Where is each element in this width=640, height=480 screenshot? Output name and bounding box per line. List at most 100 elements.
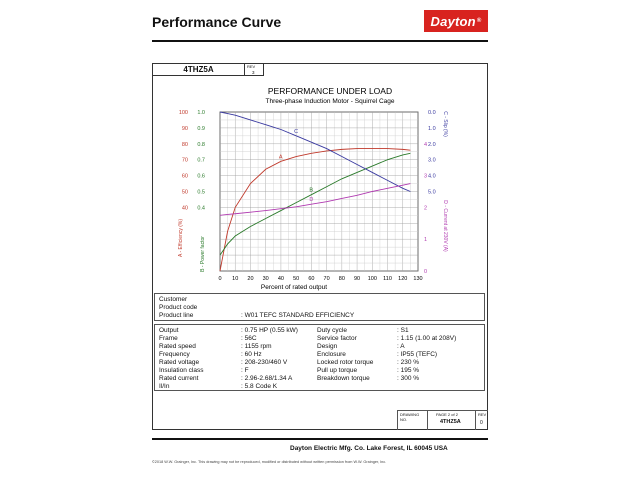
slip-tick-label: 4.0 xyxy=(428,174,436,180)
model-rev-value: 3 xyxy=(252,70,255,75)
efficiency-tick-label: 40 xyxy=(182,205,188,211)
spec-right-label: Service factor xyxy=(317,335,357,342)
slip-tick-label: 2.0 xyxy=(428,142,436,148)
spec-right-value: : IP55 (TEFC) xyxy=(397,351,438,358)
customer-box: Customer Product code Product line : W01 TE… xyxy=(154,293,485,321)
power-factor-tick-label: 0.5 xyxy=(197,190,205,196)
spec-left-value: : 56C xyxy=(241,335,257,342)
current-tick-label: 0 xyxy=(424,269,427,275)
power-factor-tick-label: 0.9 xyxy=(197,126,205,132)
right-axis-slip-label: C - Slip (%) xyxy=(442,111,448,137)
spec-right-value: : 230 % xyxy=(397,359,420,366)
header-rule xyxy=(152,40,488,42)
left-axis-power-factor-label: B - Power factor xyxy=(200,236,206,272)
performance-chart: PERFORMANCE UNDER LOAD Three-phase Induc… xyxy=(178,86,448,291)
footer-address: Dayton Electric Mfg. Co. Lake Forest, IL… xyxy=(290,445,448,452)
spec-left-label: Il/In xyxy=(159,383,170,390)
curve-label-a: A xyxy=(279,154,283,160)
right-axis-current-label: D - Current at 230V (A) xyxy=(442,200,448,252)
chart-grid xyxy=(219,111,419,272)
x-tick-label: 60 xyxy=(308,276,314,282)
x-tick-label: 70 xyxy=(324,276,330,282)
efficiency-tick-label: 100 xyxy=(179,110,188,116)
power-factor-tick-label: 1.0 xyxy=(197,110,205,116)
dayton-logo: Dayton ® xyxy=(424,10,488,32)
spec-left-label: Output xyxy=(159,327,179,334)
spec-left-value: : 208-230/460 V xyxy=(241,359,288,366)
spec-right-value: : A xyxy=(397,343,405,350)
spec-left-label: Frequency xyxy=(159,351,190,358)
page-title: Performance Curve xyxy=(152,14,282,30)
slip-tick-label: 3.0 xyxy=(428,158,436,164)
curve-label-b: B xyxy=(309,188,313,194)
x-axis-label: Percent of rated output xyxy=(261,284,327,291)
model-rev-label: REV xyxy=(247,64,256,69)
customer-field-value: : W01 TEFC STANDARD EFFICIENCY xyxy=(241,312,355,319)
curve-c xyxy=(219,111,411,192)
x-tick-label: 50 xyxy=(293,276,299,282)
drawing-rev-value: 0 xyxy=(480,420,483,426)
drawing-rev-cell: REV 0 xyxy=(476,411,489,430)
logo-registered-mark: ® xyxy=(476,18,482,24)
efficiency-tick-label: 60 xyxy=(182,174,188,180)
spec-left-value: : 2.96-2.68/1.34 A xyxy=(241,375,293,382)
customer-field-label: Customer xyxy=(159,296,188,303)
curve-label-c: C xyxy=(294,129,298,135)
curve-d xyxy=(219,183,411,216)
power-factor-tick-label: 0.8 xyxy=(197,142,205,148)
current-tick-label: 2 xyxy=(424,205,427,211)
efficiency-tick-label: 80 xyxy=(182,142,188,148)
x-tick-label: 130 xyxy=(413,276,422,282)
x-tick-label: 20 xyxy=(247,276,253,282)
copyright-notice: ©2018 W.W. Grainger, Inc. This drawing m… xyxy=(152,460,387,464)
curve-a xyxy=(219,148,411,272)
slip-tick-label: 1.0 xyxy=(428,126,436,132)
drawing-rev-label: REV xyxy=(478,412,487,417)
spec-right-label: Duty cycle xyxy=(317,327,347,334)
spec-left-value: : 0.75 HP (0.55 kW) xyxy=(241,327,298,334)
x-tick-label: 90 xyxy=(354,276,360,282)
x-tick-label: 40 xyxy=(278,276,284,282)
power-factor-tick-label: 0.6 xyxy=(197,174,205,180)
spec-right-value: : 300 % xyxy=(397,375,420,382)
customer-field-label: Product code xyxy=(159,304,198,311)
spec-right-label: Enclosure xyxy=(317,351,346,358)
chart-ticks: 0 10 20 30 40 50 60 70 80 90 100 110 120 130100908070… xyxy=(179,110,436,282)
spec-right-label: Breakdown torque xyxy=(317,375,370,382)
x-tick-label: 30 xyxy=(263,276,269,282)
slip-tick-label: 0.0 xyxy=(428,110,436,116)
current-tick-label: 3 xyxy=(424,174,427,180)
spec-left-value: : 60 Hz xyxy=(241,351,262,358)
x-tick-label: 100 xyxy=(368,276,377,282)
spec-left-value: : F xyxy=(241,367,249,374)
x-tick-label: 80 xyxy=(339,276,345,282)
efficiency-tick-label: 90 xyxy=(182,126,188,132)
spec-right-label: Pull up torque xyxy=(317,367,358,374)
spec-left-value: : 1155 rpm xyxy=(241,343,272,350)
drawing-no-cell: DRAWING NO. xyxy=(398,411,428,430)
chart-subtitle: Three-phase Induction Motor - Squirrel C… xyxy=(266,98,395,105)
spec-right-label: Locked rotor torque xyxy=(317,359,374,366)
footer-rule xyxy=(152,438,488,440)
drawing-number: 4THZ5A xyxy=(440,419,461,425)
specifications-box: Output: 0.75 HP (0.55 kW) Frame: 56C Rated… xyxy=(154,324,485,391)
spec-left-label: Rated voltage xyxy=(159,359,200,366)
customer-field-label: Product line xyxy=(159,312,194,319)
left-axis-efficiency-label: A - Efficiency (%) xyxy=(178,219,184,257)
slip-tick-label: 5.0 xyxy=(428,190,436,196)
current-tick-label: 1 xyxy=(424,237,427,243)
spec-left-label: Rated current xyxy=(159,375,199,382)
curve-label-d: D xyxy=(309,197,313,203)
spec-right-value: : 195 % xyxy=(397,367,420,374)
x-tick-label: 120 xyxy=(398,276,407,282)
drawing-no-label: DRAWING NO. xyxy=(400,412,420,422)
x-tick-label: 0 xyxy=(218,276,221,282)
efficiency-tick-label: 70 xyxy=(182,158,188,164)
drawing-info-block: DRAWING NO. PAGE 2 of 2 4THZ5A REV 0 xyxy=(397,410,488,430)
curve-b xyxy=(219,152,411,256)
power-factor-tick-label: 0.4 xyxy=(197,205,205,211)
efficiency-tick-label: 50 xyxy=(182,190,188,196)
model-number: 4THZ5A xyxy=(183,65,214,74)
spec-right-value: : S1 xyxy=(397,327,409,334)
spec-left-label: Rated speed xyxy=(159,343,196,350)
